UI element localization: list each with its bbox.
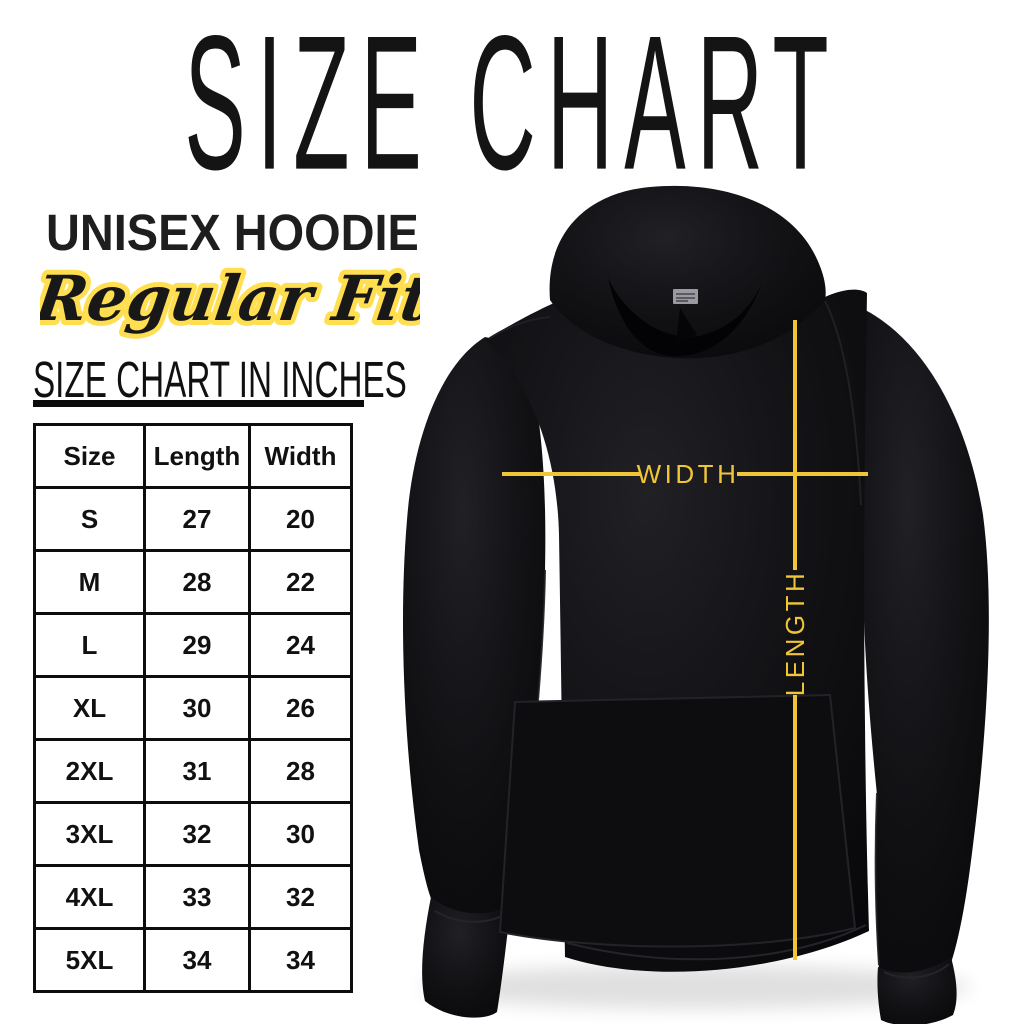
column-header: Width xyxy=(248,423,353,489)
table-cell: 28 xyxy=(143,549,251,615)
length-label: LENGTH xyxy=(780,570,810,696)
left-shoulder-seam xyxy=(489,316,551,339)
table-row: 5XL 34 34 xyxy=(33,927,353,993)
table-row: M 28 22 xyxy=(33,549,353,615)
table-cell: 34 xyxy=(248,927,353,993)
size-table: Size Length Width S 27 20 M 28 22 L 29 24 XL 30 26 2XL… xyxy=(33,423,353,993)
table-cell: XL xyxy=(33,675,146,741)
hoodie-right-sleeve xyxy=(850,303,989,975)
table-cell: 33 xyxy=(143,864,251,930)
table-heading: SIZE CHART IN INCHES xyxy=(33,352,407,409)
hoodie-garment xyxy=(403,185,989,1024)
table-cell: 20 xyxy=(248,486,353,552)
table-cell: 26 xyxy=(248,675,353,741)
table-row: 4XL 33 32 xyxy=(33,864,353,930)
table-cell: 28 xyxy=(248,738,353,804)
table-row: S 27 20 xyxy=(33,486,353,552)
product-name: UNISEX HOODIE xyxy=(46,204,419,261)
product-fit-script: Regular Fit xyxy=(40,257,420,340)
neck-tag-print xyxy=(676,293,695,302)
column-header: Size xyxy=(33,423,146,489)
hoodie-hood xyxy=(549,185,826,359)
table-cell: L xyxy=(33,612,146,678)
table-row: 3XL 32 30 xyxy=(33,801,353,867)
table-cell: 3XL xyxy=(33,801,146,867)
column-header: Length xyxy=(143,423,251,489)
right-cuff-seam xyxy=(883,963,950,979)
table-cell: 32 xyxy=(248,864,353,930)
table-cell: 34 xyxy=(143,927,251,993)
measurement-lines: WIDTH LENGTH xyxy=(502,320,868,960)
page-title: SIZE CHART xyxy=(0,0,1024,210)
table-cell: 30 xyxy=(248,801,353,867)
table-cell: 27 xyxy=(143,486,251,552)
width-label: WIDTH xyxy=(637,459,740,489)
table-cell: 22 xyxy=(248,549,353,615)
product-fit-label: Regular Fit xyxy=(40,262,420,335)
table-cell: 2XL xyxy=(33,738,146,804)
table-cell: 32 xyxy=(143,801,251,867)
table-row: 2XL 31 28 xyxy=(33,738,353,804)
table-heading-underline xyxy=(33,400,364,407)
hood-interior xyxy=(608,278,762,357)
table-cell: 24 xyxy=(248,612,353,678)
right-sleeve-seam xyxy=(874,792,880,966)
table-row: L 29 24 xyxy=(33,612,353,678)
hoodie-shadow xyxy=(420,965,970,1009)
table-cell: 5XL xyxy=(33,927,146,993)
hoodie-right-cuff xyxy=(877,957,957,1024)
page-title-text: SIZE CHART xyxy=(184,0,840,211)
waistband-seam xyxy=(566,924,867,961)
table-cell: S xyxy=(33,486,146,552)
hoodie-pocket xyxy=(498,693,857,948)
hoodie-left-cuff xyxy=(422,897,511,1018)
table-cell: 4XL xyxy=(33,864,146,930)
table-row: XL 30 26 xyxy=(33,675,353,741)
table-header-row: Size Length Width xyxy=(33,423,353,489)
table-cell: 29 xyxy=(143,612,251,678)
table-cell: 30 xyxy=(143,675,251,741)
hood-drawstring-shadow xyxy=(676,308,697,343)
table-cell: 31 xyxy=(143,738,251,804)
hoodie-photo: WIDTH LENGTH xyxy=(403,185,989,1024)
table-cell: M xyxy=(33,549,146,615)
